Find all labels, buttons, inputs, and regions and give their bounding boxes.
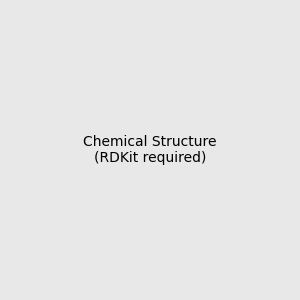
Text: Chemical Structure
(RDKit required): Chemical Structure (RDKit required) xyxy=(83,135,217,165)
